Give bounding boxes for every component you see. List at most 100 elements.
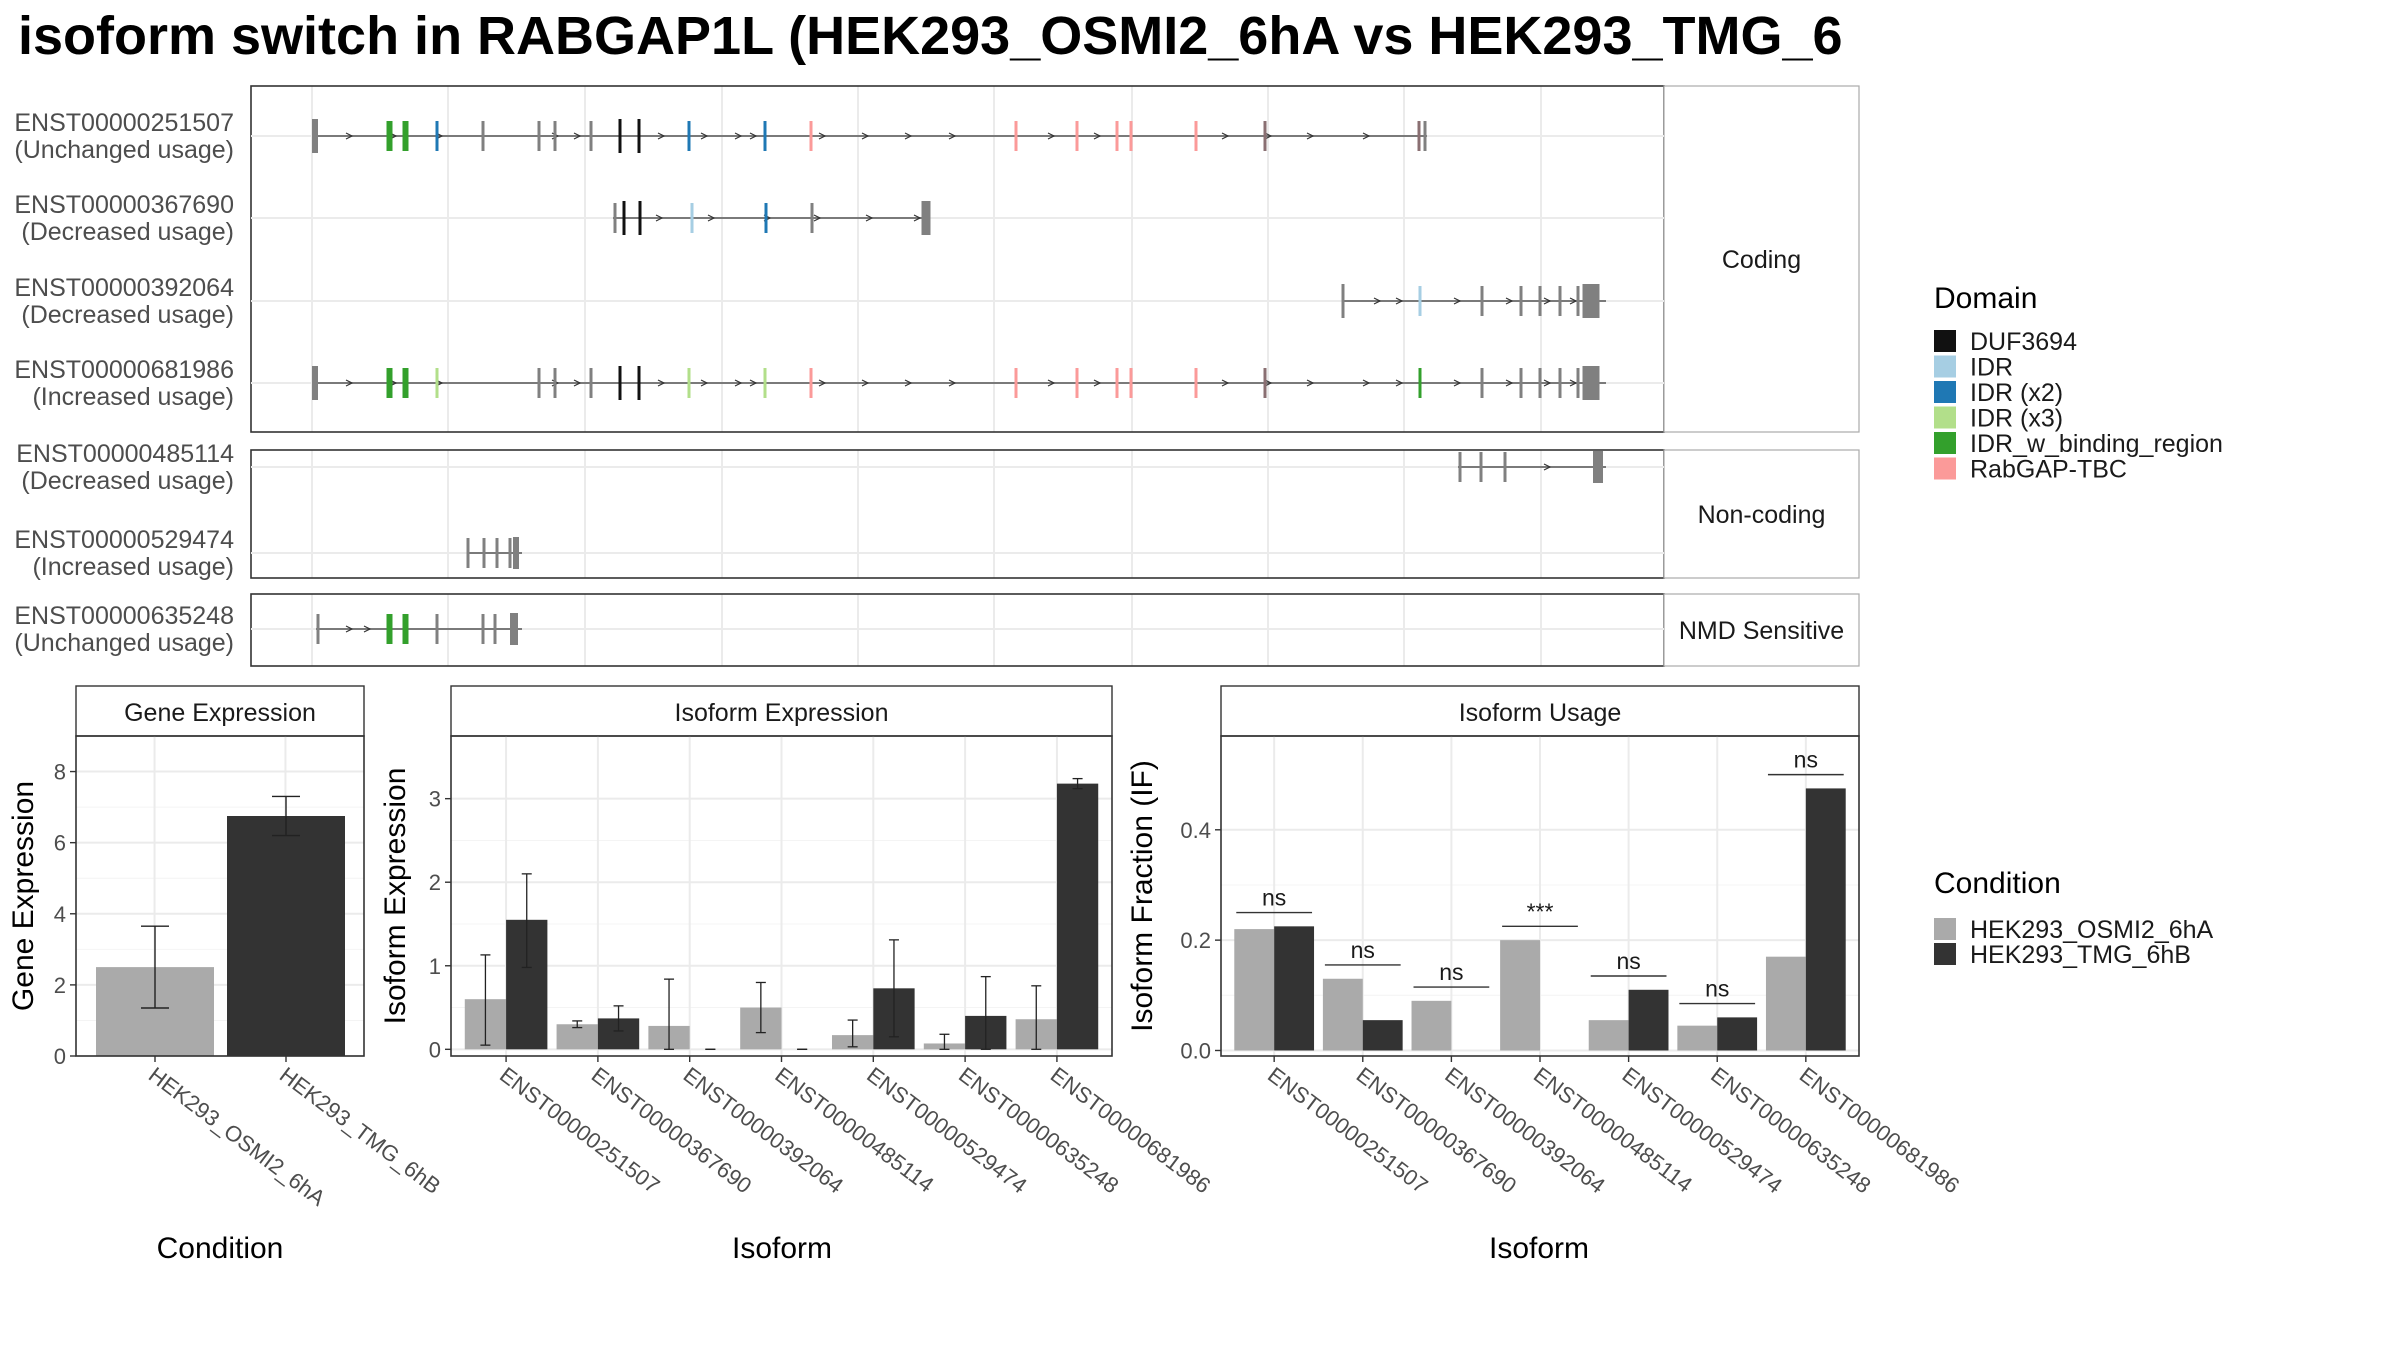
- y-tick-label: 0: [54, 1044, 66, 1069]
- exon: [1576, 368, 1580, 398]
- exon: [638, 201, 642, 235]
- direction-arrow: [1373, 297, 1382, 305]
- direction-arrow: [865, 214, 874, 222]
- direction-arrow: [1221, 379, 1230, 387]
- exon: [316, 614, 320, 644]
- exon: [618, 119, 622, 153]
- chart-2: Isoform Usage 0.0 0.2 0.4 ns ENST00000251507 n…: [1126, 685, 1964, 1265]
- exon: [1417, 121, 1421, 151]
- bar: [1677, 1025, 1718, 1051]
- exon: [1519, 368, 1523, 398]
- exon: [537, 368, 541, 398]
- direction-arrow: [657, 132, 666, 140]
- y-tick-label: 2: [54, 973, 66, 998]
- transcript-id-label: ENST00000251507: [14, 109, 234, 137]
- exon: [553, 121, 557, 151]
- direction-arrow: [1395, 297, 1404, 305]
- exon: [1538, 286, 1542, 316]
- direction-arrow: [1505, 297, 1514, 305]
- direction-arrow: [1505, 379, 1514, 387]
- condition-legend-title: Condition: [1934, 867, 2061, 900]
- exon: [1480, 286, 1484, 316]
- significance-label: ns: [1794, 747, 1818, 773]
- domain-legend-swatch: [1934, 330, 1956, 352]
- structure-facet-0: Coding: [250, 85, 1860, 433]
- y-axis-label: Isoform Expression: [379, 768, 412, 1025]
- exon: [435, 121, 439, 151]
- exon: [589, 368, 593, 398]
- chart-strip: [75, 685, 365, 737]
- transcript-structure-panel: Coding Non-coding NMD Sensitive ENST0000025…: [14, 85, 1860, 667]
- exon: [1418, 286, 1422, 316]
- facet-strip-label: Coding: [1722, 246, 1801, 274]
- exon: [1129, 368, 1133, 398]
- x-tick-label: ENST00000635248: [1706, 1062, 1875, 1198]
- domain-legend-label: IDR (x2): [1970, 379, 2063, 407]
- x-tick-label: ENST00000251507: [1263, 1062, 1432, 1198]
- transcript-id-label: ENST00000485114: [16, 440, 234, 468]
- exon: [1576, 286, 1580, 316]
- transcript-1: ENST00000367690(Decreased usage): [14, 191, 1664, 246]
- exon: [402, 121, 406, 151]
- x-axis-label: Isoform: [1489, 1232, 1589, 1265]
- exon: [386, 121, 390, 151]
- x-tick-label: ENST00000251507: [495, 1062, 664, 1198]
- exon: [495, 538, 499, 568]
- direction-arrow: [1306, 379, 1315, 387]
- exon: [1458, 452, 1462, 482]
- exon: [537, 121, 541, 151]
- exon: [1480, 368, 1484, 398]
- exon: [687, 121, 691, 151]
- exon: [389, 614, 393, 644]
- exon: [1014, 121, 1018, 151]
- y-tick-label: 4: [54, 902, 66, 927]
- direction-arrow: [734, 132, 743, 140]
- facet-background: [251, 450, 1664, 578]
- y-tick-label: 0: [429, 1037, 441, 1062]
- exon: [312, 366, 318, 400]
- exon: [921, 201, 931, 235]
- transcript-2: ENST00000392064(Decreased usage): [14, 274, 1664, 329]
- y-axis-label: Gene Expression: [7, 781, 40, 1011]
- condition-legend-label: HEK293_TMG_6hB: [1970, 941, 2191, 969]
- x-tick-label: ENST00000392064: [679, 1062, 848, 1198]
- exon: [1263, 121, 1267, 151]
- direction-arrow: [1543, 297, 1552, 305]
- transcript-usage-label: (Increased usage): [32, 383, 234, 411]
- bar: [1588, 1020, 1629, 1051]
- x-tick-label: ENST00000529474: [1618, 1062, 1787, 1198]
- direction-arrow: [948, 379, 957, 387]
- exon: [1593, 451, 1603, 483]
- chart-border: [75, 735, 365, 1057]
- direction-arrow: [1221, 132, 1230, 140]
- direction-arrow: [904, 379, 913, 387]
- direction-arrow: [1543, 463, 1552, 471]
- transcript-id-label: ENST00000635248: [14, 602, 234, 630]
- direction-arrow: [1543, 379, 1552, 387]
- exon: [637, 119, 641, 153]
- transcript-usage-label: (Decreased usage): [21, 467, 234, 495]
- exon: [510, 613, 518, 645]
- y-tick-label: 3: [429, 787, 441, 812]
- chart-strip: [450, 685, 1113, 737]
- significance-label: ns: [1262, 885, 1286, 911]
- x-axis-label: Isoform: [732, 1232, 832, 1265]
- significance-label: ***: [1527, 898, 1554, 924]
- exon: [687, 368, 691, 398]
- direction-arrow: [1264, 132, 1273, 140]
- direction-arrow: [1047, 379, 1056, 387]
- transcript-5: ENST00000529474(Increased usage): [14, 526, 1664, 581]
- direction-arrow: [818, 379, 827, 387]
- x-axis-label: Condition: [157, 1232, 284, 1265]
- exon: [513, 537, 519, 569]
- direction-arrow: [818, 132, 827, 140]
- exon: [1075, 368, 1079, 398]
- direction-arrow: [655, 214, 664, 222]
- domain-legend-swatch: [1934, 381, 1956, 403]
- exon: [1263, 368, 1267, 398]
- significance-label: ns: [1705, 976, 1729, 1002]
- bar: [1056, 783, 1099, 1050]
- x-tick-label: ENST00000529474: [862, 1062, 1031, 1198]
- exon: [1538, 368, 1542, 398]
